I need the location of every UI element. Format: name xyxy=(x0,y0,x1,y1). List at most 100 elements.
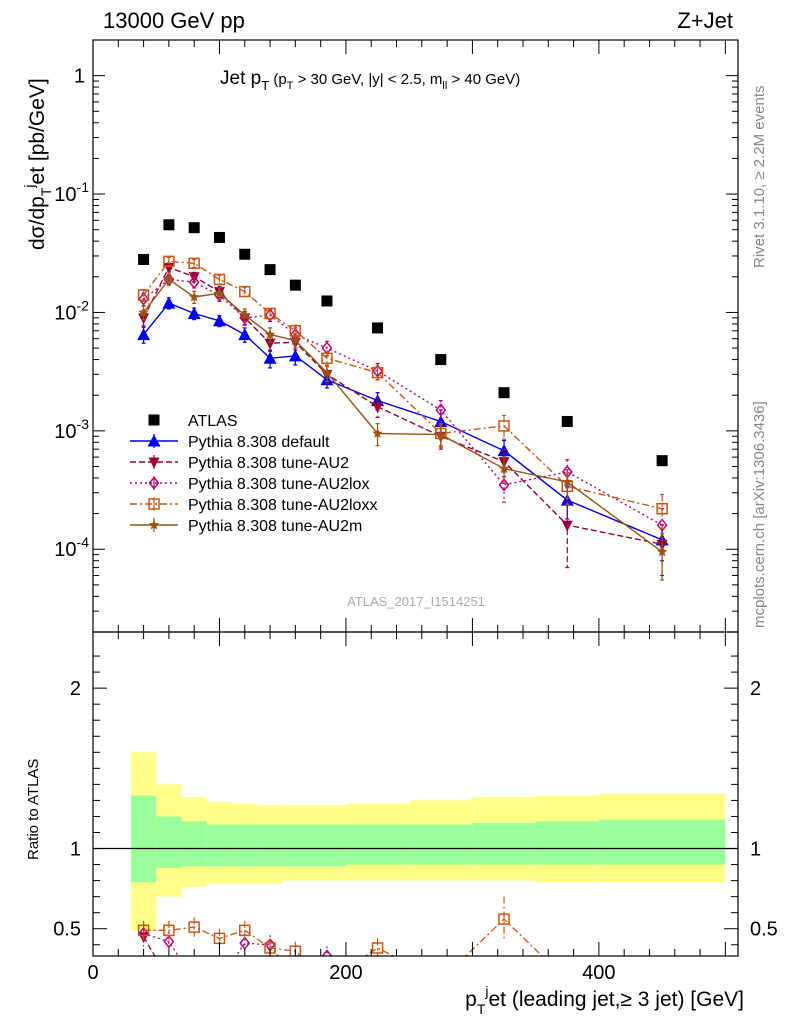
rivet-label: Rivet 3.1.10, ≥ 2.2M events xyxy=(751,86,768,269)
data-point-au2lox xyxy=(239,311,251,325)
main-frame xyxy=(92,39,739,633)
legend-entry-default: Pythia 8.308 default xyxy=(130,434,330,451)
ratio-point-au2lox xyxy=(163,934,175,949)
ratio-band-inner xyxy=(535,821,599,865)
ratio-band-inner xyxy=(472,822,536,865)
data-point-au2m xyxy=(214,287,225,298)
y-tick-exponent: -1 xyxy=(77,179,90,195)
data-point-data xyxy=(321,295,333,307)
ratio-point-au2loxx xyxy=(498,913,510,925)
legend-label-data: ATLAS xyxy=(188,413,238,430)
legend-label-au2m: Pythia 8.308 tune-AU2m xyxy=(188,518,362,535)
data-point-au2m xyxy=(163,273,175,284)
ratio-y-tick-label: 1 xyxy=(70,839,81,861)
xlabel-b: et (leading jet,≥ 3 jet) [GeV] xyxy=(489,988,745,1011)
y-axis-label: dσ/dpTjet [pb/GeV] xyxy=(21,78,54,250)
ratio-band-inner xyxy=(409,824,473,865)
data-point-au2 xyxy=(264,338,276,350)
y-tick-base: 10 xyxy=(54,421,76,443)
data-point-au2loxx xyxy=(321,352,333,365)
ratio-y-tick-label: 2 xyxy=(70,678,81,700)
data-point-default xyxy=(212,314,226,327)
ratio-y-label: Ratio to ATLAS xyxy=(25,759,42,860)
ratio-band-inner xyxy=(156,816,182,868)
legend: ATLAS Pythia 8.308 default Pythia 8.308 tu… xyxy=(130,413,377,535)
legend-marker-data xyxy=(148,414,160,426)
ylabel-sub: T xyxy=(38,187,54,196)
legend-marker-default xyxy=(147,434,161,447)
data-point-au2m xyxy=(138,306,149,317)
legend-marker-au2lox xyxy=(148,476,160,490)
data-point-au2lox xyxy=(188,275,200,289)
data-point-data xyxy=(656,455,668,467)
ratio-point-au2loxx xyxy=(137,924,150,937)
ratio-point-au2loxx xyxy=(371,942,384,954)
data-point-au2m xyxy=(239,309,250,320)
data-point-data xyxy=(561,415,573,427)
ratio-point-au2lox xyxy=(239,936,251,950)
data-point-data xyxy=(264,264,276,276)
data-point-default xyxy=(288,349,302,362)
ratio-y-tick-label-right: 2 xyxy=(750,678,761,700)
data-point-au2 xyxy=(561,520,573,532)
x-tick-label: 400 xyxy=(582,962,615,984)
data-point-au2loxx xyxy=(213,273,226,286)
title-cond-rest: > 30 GeV, |y| < 2.5, m xyxy=(293,71,442,88)
data-point-au2lox xyxy=(656,518,668,532)
ratio-y-tick-label: 0.5 xyxy=(53,919,81,941)
y-tick-label: 1 xyxy=(74,66,85,88)
data-point-au2m xyxy=(498,463,510,473)
ratio-band-inner xyxy=(282,824,308,867)
ratio-band-inner xyxy=(345,824,410,865)
ratio-band-inner xyxy=(598,819,726,865)
ratio-point-au2loxx xyxy=(239,924,251,937)
y-tick-label: 10-1 xyxy=(54,179,89,206)
ylabel-b: et [pb/GeV] xyxy=(26,78,49,184)
data-point-data xyxy=(213,231,225,243)
ratio-band-inner xyxy=(181,821,207,867)
data-point-au2loxx xyxy=(163,255,175,268)
data-point-au2loxx xyxy=(264,307,276,320)
series-data xyxy=(138,219,668,467)
data-point-au2loxx xyxy=(137,289,150,301)
data-point-default xyxy=(187,306,201,319)
data-point-au2 xyxy=(163,262,175,274)
y-tick-base: 10 xyxy=(54,539,76,561)
data-point-au2loxx xyxy=(498,420,510,432)
ratio-y-tick-label-right: 1 xyxy=(750,839,761,861)
ratio-point-au2lox xyxy=(321,949,333,956)
data-point-default xyxy=(238,328,252,341)
ratio-band-inner xyxy=(206,824,233,867)
legend-label-au2loxx: Pythia 8.308 tune-AU2loxx xyxy=(188,497,377,514)
legend-label-au2: Pythia 8.308 tune-AU2 xyxy=(188,455,349,472)
ratio-frame xyxy=(92,631,739,957)
data-point-au2loxx xyxy=(188,257,200,270)
ratio-band-inner xyxy=(232,824,258,867)
data-point-data xyxy=(289,279,301,291)
data-point-data xyxy=(239,248,251,260)
ratio-band-inner xyxy=(257,824,283,867)
title-cond-sub2: ll xyxy=(442,80,447,92)
y-tick-base: 1 xyxy=(74,66,85,88)
legend-entry-au2lox: Pythia 8.308 tune-AU2lox xyxy=(130,476,369,493)
data-point-au2loxx xyxy=(371,366,384,379)
data-point-au2 xyxy=(372,402,384,414)
legend-entry-au2loxx: Pythia 8.308 tune-AU2loxx xyxy=(130,497,377,514)
data-point-data xyxy=(498,387,510,399)
y-tick-base: 10 xyxy=(54,184,76,206)
data-point-data xyxy=(163,219,175,231)
ratio-y-tick-label-right: 0.5 xyxy=(750,919,778,941)
data-point-au2m xyxy=(321,367,333,378)
header-right: Z+Jet xyxy=(677,8,733,33)
data-point-au2loxx xyxy=(656,502,668,515)
data-point-au2m xyxy=(264,329,276,339)
series-au2m xyxy=(138,273,668,581)
data-point-au2lox xyxy=(498,478,510,492)
legend-label-default: Pythia 8.308 default xyxy=(188,434,330,451)
data-point-data xyxy=(372,322,384,334)
y-tick-exponent: -4 xyxy=(77,534,90,550)
data-point-au2lox xyxy=(138,292,150,306)
ratio-band-inner xyxy=(130,795,157,883)
